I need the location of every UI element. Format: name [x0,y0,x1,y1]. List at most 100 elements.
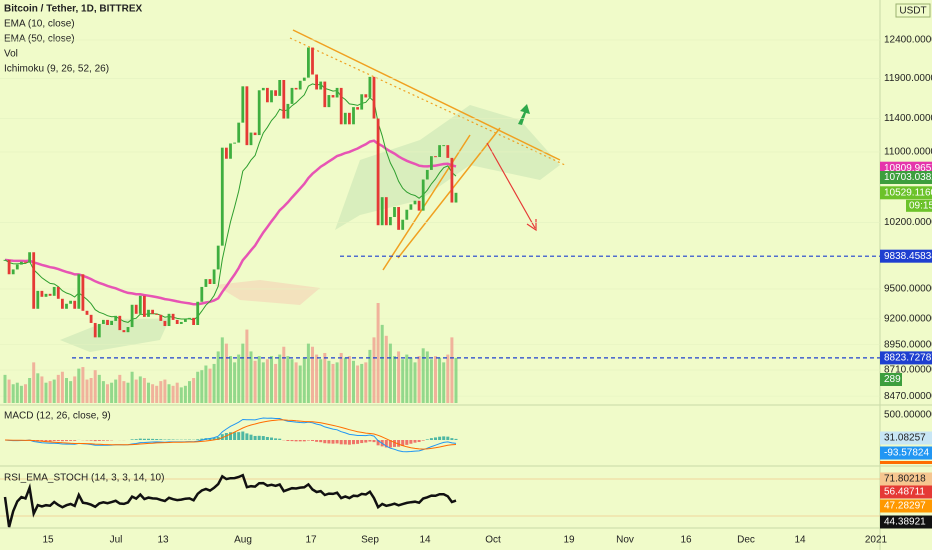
macd-histogram [237,432,241,440]
candle [307,47,310,78]
macd-histogram [347,440,351,445]
volume-bar [175,382,179,403]
macd-histogram [302,440,306,442]
candle [261,87,265,91]
candle [368,76,372,98]
candle [118,315,122,331]
candle [446,145,450,158]
x-tick-label: 14 [419,535,431,546]
price-tag [880,249,932,263]
volume-bar [81,367,85,403]
candle [188,317,191,319]
volume-bar [302,357,306,403]
y-tick-label: 11000.000000 [884,147,932,158]
macd-histogram [323,440,327,444]
price-tag-label: 10703.03827 [884,172,932,183]
volume-bar [409,357,413,403]
price-tag-label: 8823.72787 [884,353,932,364]
candle [93,322,97,338]
symbol-title: Bitcoin / Tether, 1D, BITTREX [4,4,142,15]
volume-bar [306,343,310,403]
macd-histogram [265,436,269,440]
macd-histogram [413,440,417,443]
candle [110,320,113,325]
volume-bar [327,360,331,403]
candle [237,122,241,143]
candle [290,87,294,104]
volume-bar [347,356,351,403]
candle [241,86,245,123]
volume-bar [101,381,105,403]
volume-bar [224,343,228,403]
macd-histogram [60,440,64,442]
volume-bar [323,353,327,403]
macd-histogram [356,440,360,444]
macd-histogram [65,440,68,442]
macd-histogram [142,438,146,440]
volume-bar [429,359,433,403]
macd-histogram [315,440,319,442]
macd-axis-label: 31.08257 [884,433,926,444]
volume-bar [147,382,150,403]
macd-histogram [311,440,314,441]
volume-bar [421,348,425,403]
macd-histogram [56,440,60,442]
macd-histogram [147,438,150,440]
macd-histogram [331,440,335,444]
candle [138,295,142,314]
macd-histogram [241,431,245,440]
candle [106,319,109,325]
price-tag [880,186,932,200]
candle [65,303,68,309]
volume-bar [401,359,405,403]
macd-histogram [372,440,376,443]
currency-badge [895,3,931,18]
candle [179,321,183,324]
volume-bar [212,363,216,403]
macd-histogram [434,437,437,440]
candle [278,80,282,96]
candle [171,313,175,320]
candle [32,252,36,309]
volume-bar [36,373,40,403]
price-tag-label: 10529.11600 [884,187,932,198]
volume-bar [19,385,23,403]
volume-bar [56,374,60,403]
volume-bar [122,381,126,403]
candle [61,298,64,309]
volume-bar [65,378,68,403]
candle [130,304,134,328]
volume-bar [155,385,159,403]
macd-histogram [261,436,265,440]
volume-bar [425,351,429,403]
candle [147,309,150,317]
x-tick-label: 2021 [865,535,888,546]
macd-histogram [417,440,421,443]
candle [438,145,441,158]
signal-line [4,419,457,450]
macd-histogram [368,440,372,442]
macd-histogram [224,433,228,440]
stoch-axis-label: 56.48711 [884,487,925,498]
candle [249,132,253,146]
macd-histogram [421,440,425,441]
macd-histogram [286,440,290,441]
volume-bar [159,381,163,403]
macd-histogram [89,440,93,441]
macd-histogram [167,439,171,440]
candle [421,179,425,211]
candle [245,86,249,146]
volume-bar [188,381,191,403]
volume-bar [220,337,224,403]
candle [56,286,60,299]
volume-bar [229,356,232,403]
candle [323,81,327,108]
macd-histogram [212,437,216,440]
volume-bar [311,346,314,403]
channel-line [382,134,471,271]
macd-histogram [438,436,442,440]
volume-bar [405,354,409,403]
y-tick-label: 12400.000000 [884,35,932,46]
macd-tag [880,446,932,460]
volume-bar [331,363,335,403]
